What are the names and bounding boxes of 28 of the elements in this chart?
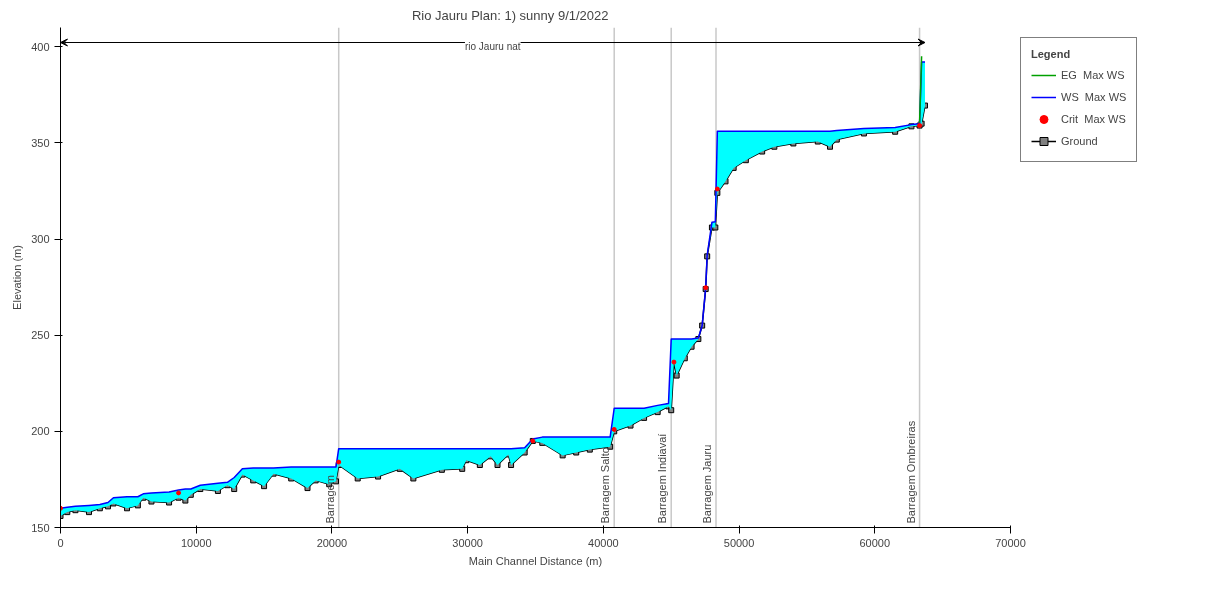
ref-line-label: Barragem Salto (599, 447, 612, 524)
x-tick-label: 50000 (723, 536, 755, 549)
legend-label: WS Max WS (1061, 91, 1127, 103)
ref-line-label: Barragem Ombreiras (904, 420, 917, 524)
y-axis-title: Elevation (m) (11, 245, 24, 310)
legend-label: Ground (1061, 135, 1098, 147)
y-tick-label: 200 (31, 425, 50, 438)
x-tick-label: 10000 (180, 536, 212, 549)
ref-line-label: Barragem Jauru (701, 444, 713, 524)
annotation: rio Jauru nat (464, 41, 521, 52)
legend-title: Legend (1031, 48, 1072, 60)
ref-line-label: Barragem Indiavaí (656, 433, 669, 524)
x-tick-label: 40000 (588, 536, 619, 549)
legend-label: Crit Max WS (1061, 113, 1126, 125)
chart-title: Rio Jauru Plan: 1) sunny 9/1/2022 (411, 7, 609, 23)
x-tick-label: 20000 (316, 536, 348, 549)
y-tick-label: 150 (31, 521, 50, 534)
x-tick-label: 70000 (995, 536, 1026, 549)
x-tick-label: 30000 (452, 536, 483, 549)
y-tick-label: 300 (31, 233, 50, 246)
legend-label: EG Max WS (1061, 69, 1125, 81)
ref-line-label: Barragem (323, 475, 336, 524)
y-tick-label: 400 (31, 40, 50, 53)
y-tick-label: 250 (31, 329, 50, 342)
x-axis-title: Main Channel Distance (m) (468, 554, 603, 567)
x-tick-label: 60000 (859, 536, 891, 549)
y-tick-label: 350 (31, 136, 50, 149)
x-tick-label: 0 (57, 536, 64, 549)
